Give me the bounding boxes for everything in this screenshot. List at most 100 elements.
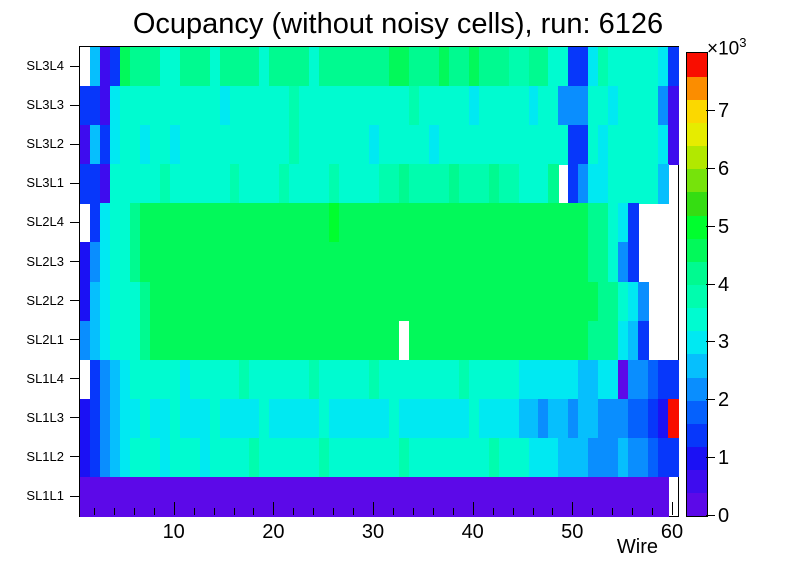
heatmap-cell — [598, 359, 609, 400]
heatmap-cell — [428, 125, 440, 165]
heatmap-cell — [139, 242, 151, 283]
heatmap-cell — [379, 281, 390, 322]
heatmap-cell — [149, 242, 161, 283]
heatmap-cell — [169, 281, 181, 322]
colorbar-tick-label: 1 — [718, 447, 730, 470]
colorbar-band — [687, 99, 707, 123]
heatmap-cell — [229, 86, 241, 126]
heatmap-cell — [209, 164, 221, 204]
heatmap-cell — [538, 281, 549, 322]
heatmap-cell — [339, 320, 350, 361]
heatmap-cell — [408, 86, 420, 126]
heatmap-cell — [658, 47, 669, 87]
x-axis-minor-tick — [253, 508, 255, 515]
heatmap-cell — [119, 437, 131, 478]
heatmap-cell — [279, 86, 290, 126]
heatmap-cell — [269, 398, 280, 439]
heatmap-cell — [408, 125, 420, 165]
heatmap-cell — [359, 47, 370, 87]
colorbar-band — [687, 400, 707, 424]
heatmap-cell — [418, 203, 430, 243]
heatmap-cell — [438, 242, 450, 283]
heatmap-cell — [319, 320, 330, 361]
colorbar-band — [687, 492, 707, 517]
heatmap-cell — [309, 86, 320, 126]
heatmap-cell — [209, 47, 221, 87]
heatmap-cell — [179, 476, 191, 517]
heatmap-cell — [478, 281, 490, 322]
heatmap-cell — [388, 203, 400, 243]
heatmap-cell — [548, 281, 559, 322]
heatmap-cell — [289, 281, 300, 322]
heatmap-cell — [458, 125, 470, 165]
heatmap-cell — [189, 476, 201, 517]
heatmap-cell — [538, 203, 549, 243]
heatmap-cell — [139, 203, 151, 243]
heatmap-cell — [289, 476, 300, 517]
y-axis-bin-label: SL3L3 — [26, 97, 64, 113]
heatmap-cell — [80, 476, 91, 517]
heatmap-cell — [199, 242, 211, 283]
heatmap-cell — [578, 437, 589, 478]
heatmap-cell — [518, 242, 530, 283]
heatmap-cell — [129, 203, 141, 243]
heatmap-cell — [189, 359, 201, 400]
heatmap-cell — [668, 86, 679, 126]
heatmap-cell — [249, 203, 260, 243]
heatmap-cell — [488, 359, 500, 400]
heatmap-cell — [119, 47, 131, 87]
heatmap-cell — [139, 125, 151, 165]
heatmap-cell — [299, 242, 310, 283]
heatmap-cell — [109, 125, 121, 165]
heatmap-cell — [628, 203, 639, 243]
heatmap-cell — [199, 203, 211, 243]
heatmap-cell — [568, 437, 579, 478]
y-axis-tick — [70, 104, 79, 106]
y-axis-bin-label: SL2L3 — [26, 253, 64, 269]
heatmap-cell — [279, 125, 290, 165]
heatmap-cell — [458, 359, 470, 400]
heatmap-cell — [369, 359, 380, 400]
y-axis-bin-label: SL2L1 — [26, 331, 64, 347]
heatmap-cell — [189, 281, 201, 322]
heatmap-cell — [598, 47, 609, 87]
heatmap-cell — [349, 359, 360, 400]
heatmap-cell — [369, 281, 380, 322]
heatmap-cell — [299, 47, 310, 87]
heatmap-cell — [259, 203, 270, 243]
heatmap-cell — [169, 47, 181, 87]
heatmap-cell — [179, 125, 191, 165]
heatmap-cell — [109, 203, 121, 243]
heatmap-cell — [99, 86, 111, 126]
heatmap-cell — [369, 476, 380, 517]
heatmap-cell — [169, 476, 181, 517]
heatmap-cell — [468, 203, 480, 243]
heatmap-cell — [359, 398, 370, 439]
heatmap-cell — [408, 203, 420, 243]
heatmap-cell — [438, 164, 450, 204]
heatmap-cell — [628, 359, 639, 400]
heatmap-cell — [289, 242, 300, 283]
heatmap-cell — [279, 242, 290, 283]
heatmap-cell — [508, 203, 520, 243]
heatmap-cell — [169, 125, 181, 165]
colorbar-tick — [706, 167, 715, 169]
heatmap-cell — [468, 476, 480, 517]
heatmap-cell — [129, 242, 141, 283]
heatmap-cell — [498, 203, 510, 243]
heatmap-cell — [89, 398, 101, 439]
heatmap-cell — [588, 281, 599, 322]
heatmap-cell — [209, 86, 221, 126]
y-axis-tick — [70, 495, 79, 497]
heatmap-cell — [468, 125, 480, 165]
heatmap-cell — [89, 437, 101, 478]
heatmap-cell — [249, 47, 260, 87]
heatmap-cell — [199, 398, 211, 439]
heatmap-cell — [349, 86, 360, 126]
heatmap-cell — [299, 281, 310, 322]
heatmap-cell — [329, 281, 340, 322]
heatmap-cell — [528, 86, 540, 126]
x-axis-minor-tick — [612, 508, 614, 515]
x-axis-minor-tick — [113, 508, 115, 515]
heatmap-cell — [349, 320, 360, 361]
